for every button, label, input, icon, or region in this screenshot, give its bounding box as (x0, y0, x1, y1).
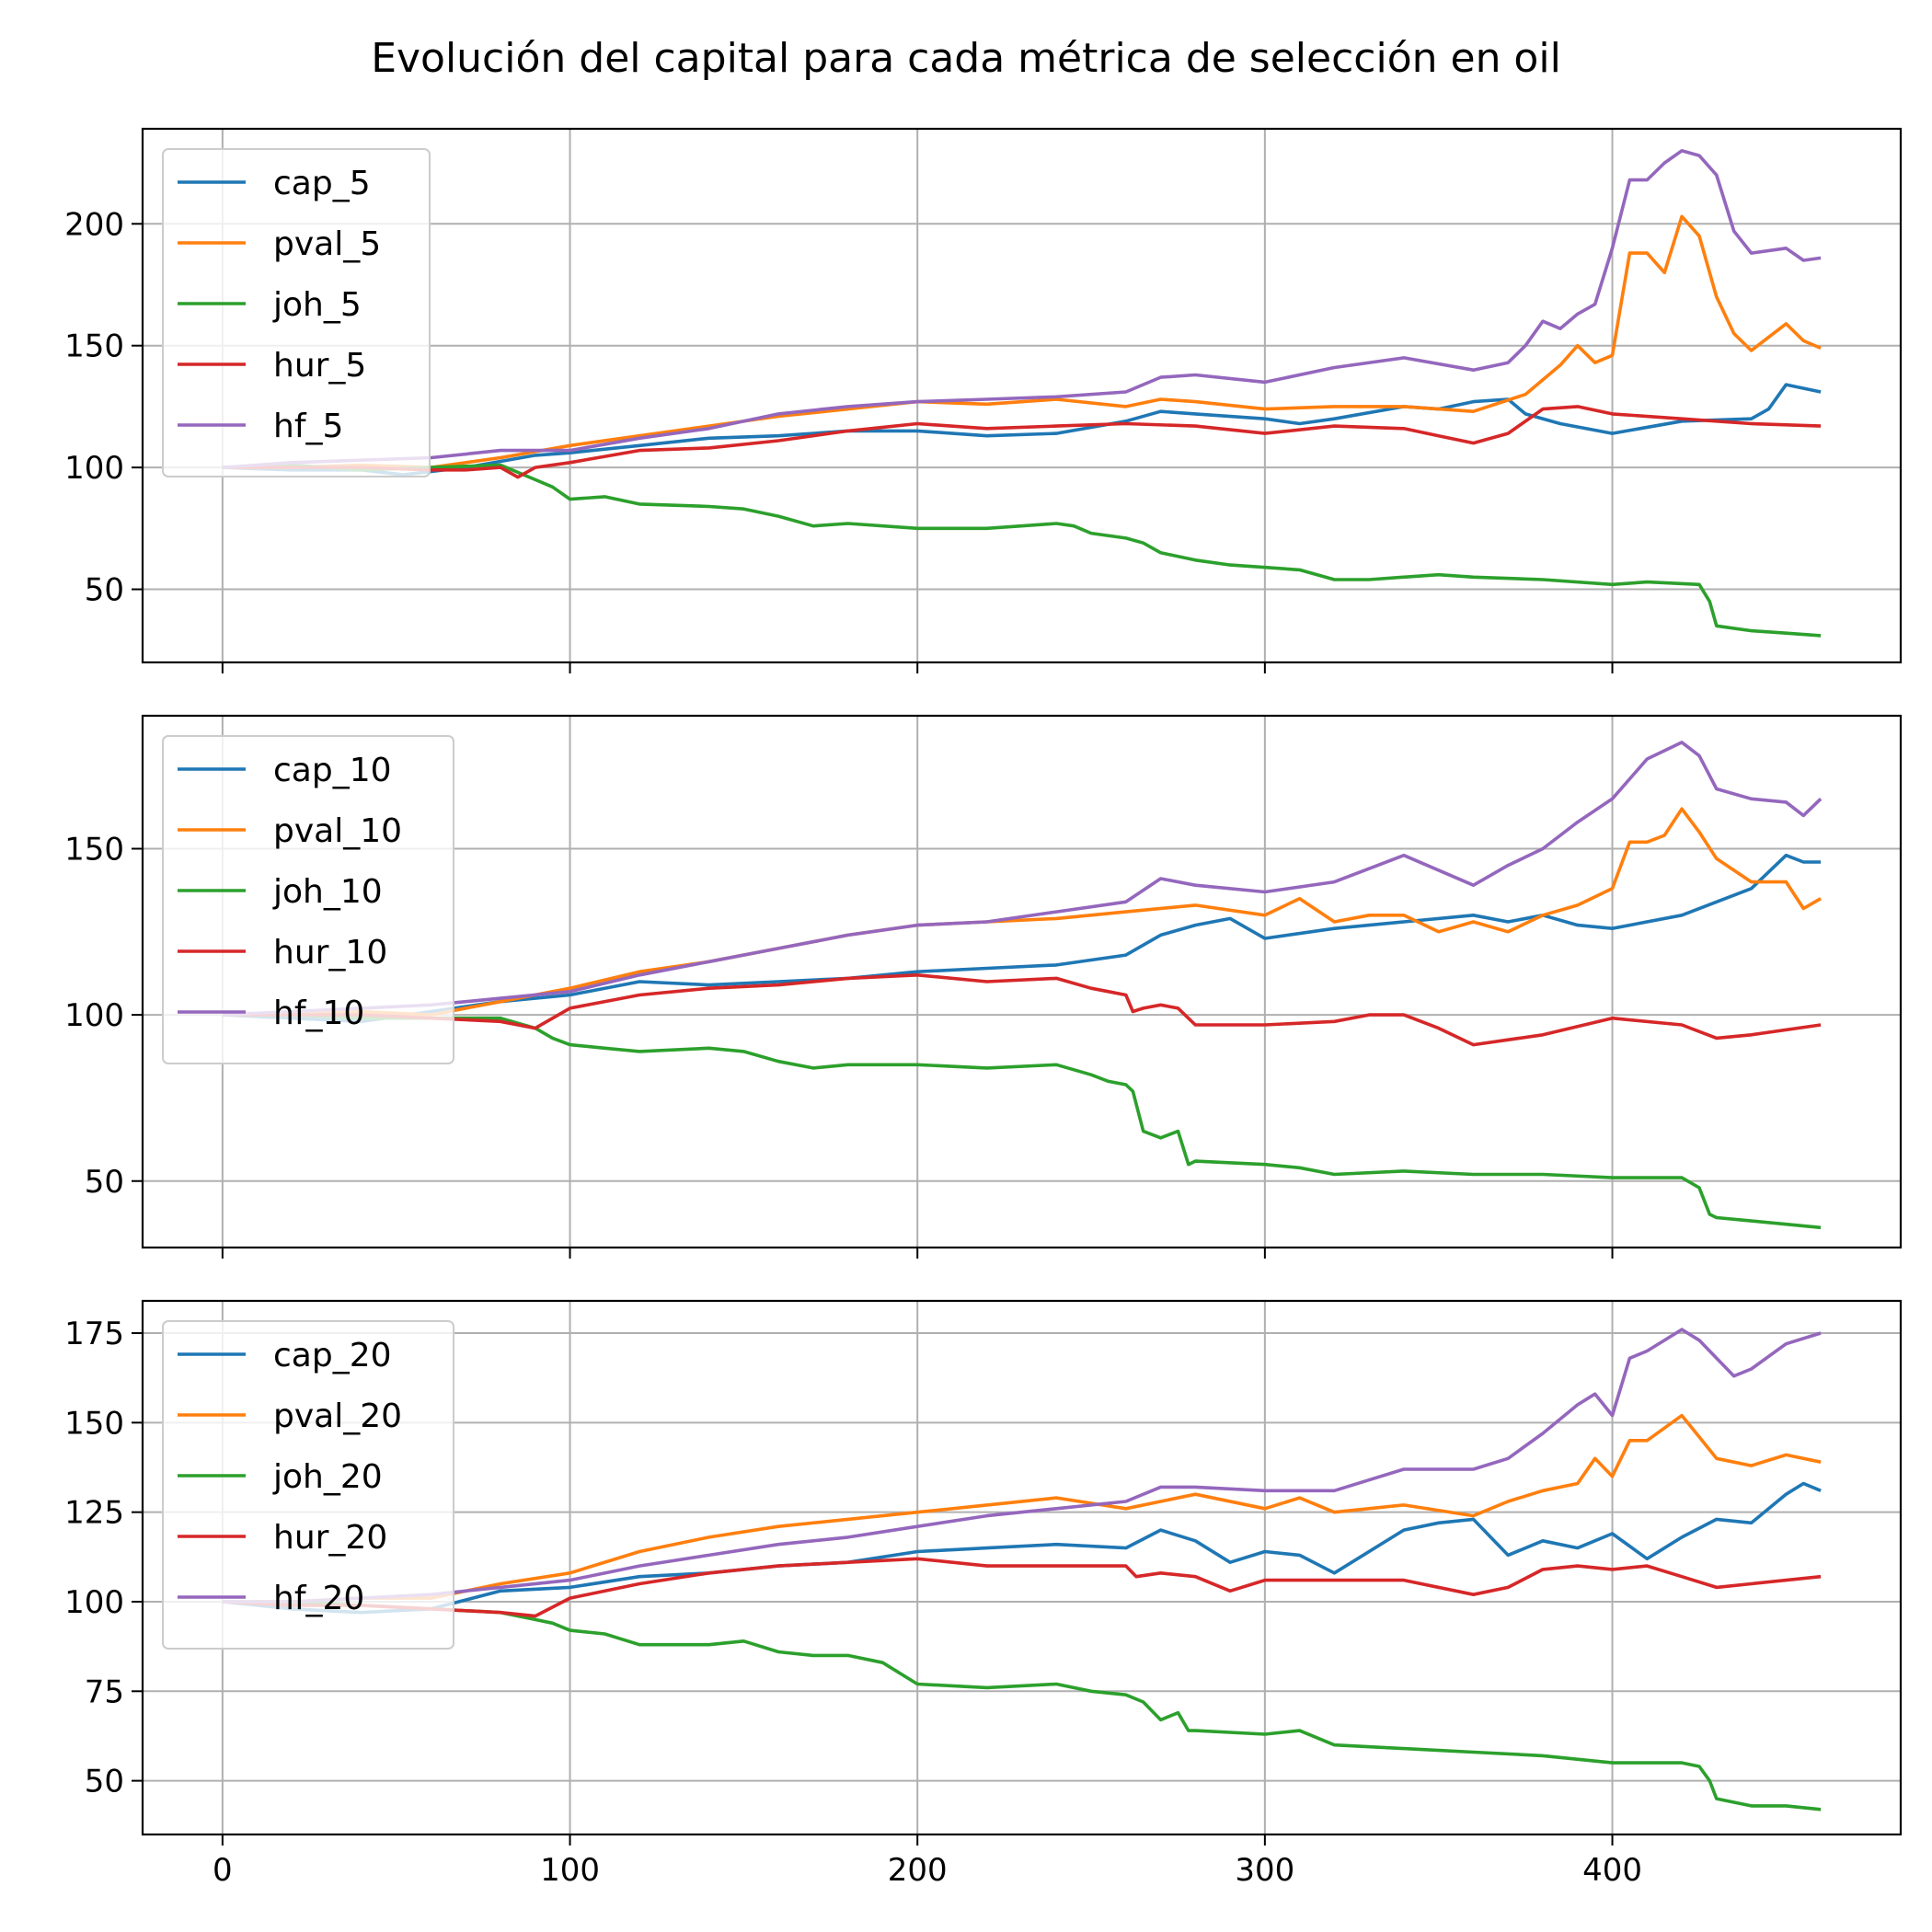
y-tick-label: 50 (85, 1164, 124, 1201)
y-axis: 50 75 100 125 150 175 (64, 1316, 143, 1800)
x-tick-label: 300 (1235, 1852, 1294, 1889)
figure-suptitle: Evolución del capital para cada métrica … (371, 35, 1561, 82)
y-axis: 50 100 150 (64, 832, 143, 1201)
series-group (222, 741, 1823, 1230)
series-line-joh_5 (222, 463, 1822, 638)
y-tick-label: 200 (64, 206, 124, 243)
series-group (222, 149, 1822, 638)
series-line-pval_10 (222, 807, 1822, 1017)
legend-label-hf_5: hf_5 (273, 408, 343, 445)
x-tick-label: 0 (213, 1852, 233, 1889)
y-tick-label: 100 (64, 450, 124, 487)
subplot-3: 0 100 200 300 400 50 75 100 125 150 175 cap_20 pval_… (64, 1299, 1903, 1889)
y-tick-label: 150 (64, 1405, 124, 1442)
y-axis: 50 100 150 200 (64, 206, 143, 609)
legend: cap_10 pval_10 joh_10 hur_10 hf_10 (162, 735, 454, 1064)
legend-label-cap_5: cap_5 (273, 165, 371, 202)
legend-label-pval_20: pval_20 (273, 1397, 402, 1435)
axes-frame (141, 714, 1903, 1249)
series-line-cap_5 (222, 383, 1822, 477)
axes-frame (141, 1299, 1903, 1836)
series-line-pval_5 (222, 214, 1822, 469)
y-tick-label: 50 (85, 1764, 124, 1800)
series-line-cap_10 (222, 853, 1822, 1024)
series-line-hf_5 (222, 149, 1822, 469)
x-tick-label: 400 (1582, 1852, 1642, 1889)
y-tick-label: 50 (85, 572, 124, 609)
series-line-hf_20 (222, 1328, 1822, 1604)
legend-label-pval_5: pval_5 (273, 225, 381, 263)
legend-label-joh_20: joh_20 (272, 1458, 383, 1496)
legend: cap_20 pval_20 joh_20 hur_20 hf_20 (162, 1320, 454, 1650)
axes-frame (141, 127, 1903, 664)
y-tick-label: 100 (64, 1584, 124, 1621)
legend-label-cap_10: cap_10 (273, 752, 392, 789)
legend-label-hur_20: hur_20 (273, 1519, 387, 1557)
legend-label-pval_10: pval_10 (273, 812, 402, 850)
legend-box (162, 1320, 454, 1650)
legend-box (162, 148, 431, 477)
legend-label-hf_20: hf_20 (273, 1580, 364, 1617)
series-line-joh_20 (222, 1600, 1822, 1811)
y-tick-label: 150 (64, 832, 124, 868)
series-line-joh_10 (222, 1013, 1822, 1230)
y-tick-label: 125 (64, 1495, 124, 1532)
x-axis (221, 1248, 1614, 1259)
x-tick-label: 200 (888, 1852, 948, 1889)
series-line-hur_20 (222, 1557, 1822, 1618)
x-tick-label: 100 (540, 1852, 600, 1889)
series-line-hf_10 (222, 741, 1823, 1017)
legend-label-joh_5: joh_5 (272, 286, 362, 324)
series-line-pval_20 (222, 1413, 1822, 1604)
legend-label-hf_10: hf_10 (273, 995, 364, 1032)
legend-box (162, 735, 454, 1064)
series-group (222, 1328, 1822, 1811)
y-tick-label: 175 (64, 1316, 124, 1352)
series-line-cap_20 (222, 1481, 1822, 1615)
x-axis: 0 100 200 300 400 (213, 1834, 1642, 1889)
subplot-1: 50 100 150 200 cap_5 pval_5 joh_5 hur_5 hf_5 (64, 127, 1903, 673)
legend-label-hur_10: hur_10 (273, 934, 387, 972)
legend: cap_5 pval_5 joh_5 hur_5 hf_5 (162, 148, 431, 477)
y-tick-label: 150 (64, 328, 124, 365)
y-tick-label: 100 (64, 997, 124, 1034)
x-axis (221, 662, 1614, 673)
y-tick-label: 75 (85, 1673, 124, 1710)
subplots: 50 100 150 200 cap_5 pval_5 joh_5 hur_5 hf_5 50 10… (64, 127, 1903, 1889)
series-line-hur_10 (222, 973, 1822, 1047)
subplot-2: 50 100 150 cap_10 pval_10 joh_10 hur_10 hf_10 (64, 714, 1903, 1259)
legend-label-cap_20: cap_20 (273, 1337, 392, 1374)
series-line-hur_5 (222, 405, 1822, 479)
legend-label-joh_10: joh_10 (272, 873, 383, 911)
legend-label-hur_5: hur_5 (273, 347, 366, 385)
